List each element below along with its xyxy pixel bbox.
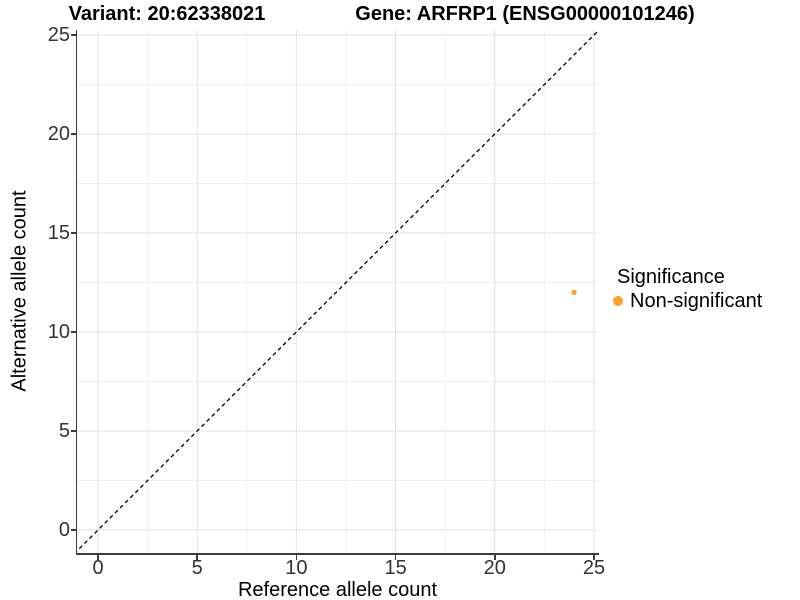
y-tick-mark: [70, 331, 76, 333]
x-axis-title: Reference allele count: [237, 579, 437, 600]
x-tick-label: 10: [285, 557, 308, 579]
y-tick-label: 0: [58, 519, 70, 541]
y-tick-mark: [70, 133, 76, 135]
y-axis-title: Alternative allele count: [8, 190, 31, 392]
y-tick-mark: [70, 34, 76, 36]
y-tick-label: 20: [47, 123, 70, 145]
y-tick-mark: [70, 529, 76, 531]
x-tick-mark: [394, 554, 397, 560]
data-point: [571, 289, 577, 295]
legend-item-label: Non-significant: [630, 290, 763, 312]
x-tick-label: 0: [92, 557, 104, 579]
y-tick-label: 5: [58, 420, 70, 442]
plot-title-variant: Variant: 20:62338021: [68, 3, 266, 25]
legend-item: Non-significant: [613, 290, 762, 312]
legend-key-dot-icon: [613, 296, 623, 306]
x-tick-label: 20: [483, 557, 506, 579]
plot-panel: [77, 30, 598, 553]
x-tick-label: 15: [384, 557, 407, 579]
x-tick-label: 25: [582, 557, 606, 579]
x-tick-mark: [295, 554, 298, 560]
legend-title: Significance: [617, 266, 725, 288]
x-tick-mark: [97, 554, 99, 560]
x-tick-mark: [494, 554, 496, 560]
x-tick-mark: [593, 554, 595, 560]
y-tick-label: 15: [47, 222, 70, 244]
y-tick-label: 25: [47, 24, 70, 46]
plot-title-gene: Gene: ARFRP1 (ENSG00000101246): [355, 3, 695, 25]
identity-line: [77, 30, 598, 552]
x-axis-line: [75, 553, 599, 555]
x-tick-mark: [196, 554, 198, 560]
panel-canvas: [77, 30, 598, 553]
x-tick-label: 5: [191, 557, 203, 579]
legend: Significance Non-significant: [613, 266, 762, 312]
y-tick-label: 10: [47, 321, 70, 343]
y-tick-mark: [70, 430, 76, 432]
y-tick-mark: [70, 232, 76, 234]
legend-items: Non-significant: [613, 290, 762, 312]
y-axis-line: [75, 30, 77, 555]
